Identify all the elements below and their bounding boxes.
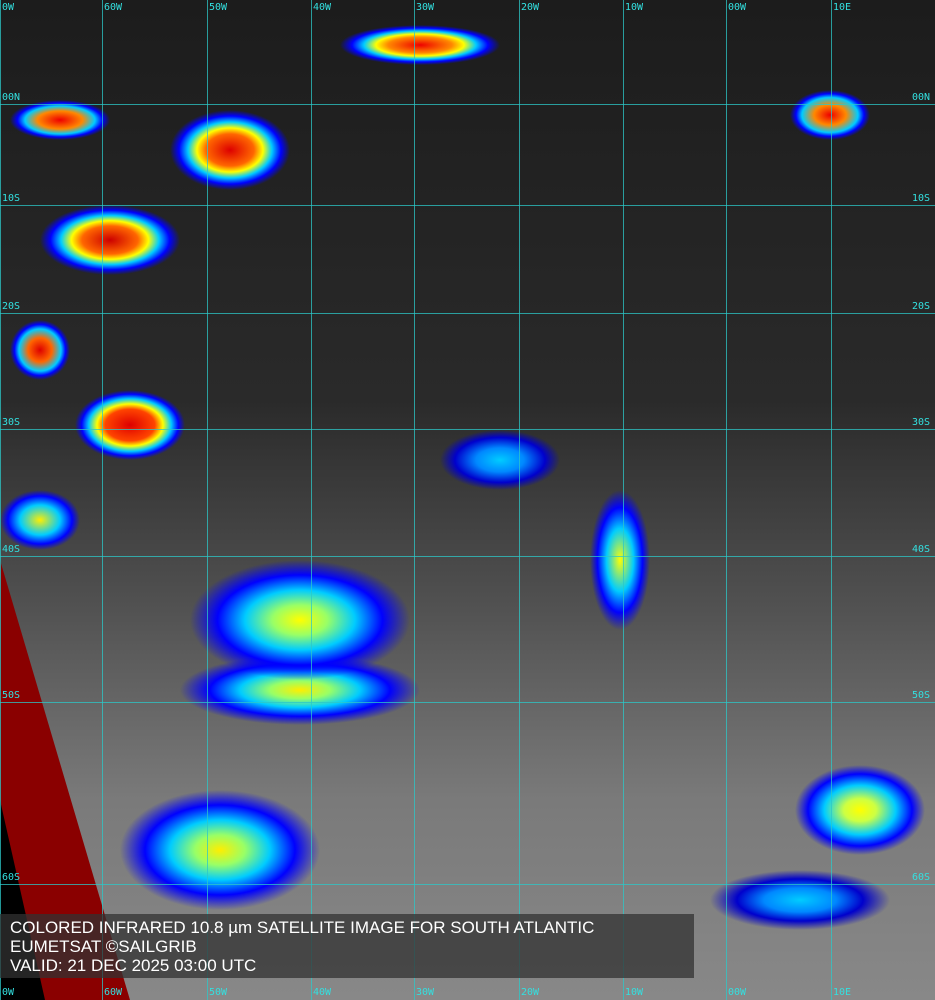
latitude-label-right: 20S (912, 301, 931, 312)
longitude-label-top: 30W (416, 2, 435, 13)
longitude-label-bottom: 00W (728, 987, 747, 998)
longitude-label-top: 00W (728, 2, 747, 13)
longitude-label-bottom: 60W (104, 987, 123, 998)
longitude-label-bottom: 10W (625, 987, 644, 998)
latitude-label-left: 10S (2, 193, 21, 204)
latitude-label-left: 20S (2, 301, 21, 312)
longitude-line (519, 0, 520, 1000)
latitude-label-left: 40S (2, 544, 21, 555)
caption-source: EUMETSAT ©SAILGRIB (10, 937, 197, 956)
longitude-line (414, 0, 415, 1000)
latitude-line (0, 556, 935, 557)
latitude-label-left: 60S (2, 872, 21, 883)
longitude-label-top: 0W (2, 2, 15, 13)
longitude-label-bottom: 10E (833, 987, 852, 998)
longitude-label-bottom: 30W (416, 987, 435, 998)
longitude-label-top: 10E (833, 2, 852, 13)
longitude-line (726, 0, 727, 1000)
longitude-label-bottom: 50W (209, 987, 228, 998)
longitude-label-top: 20W (521, 2, 540, 13)
latitude-label-right: 40S (912, 544, 931, 555)
latitude-line (0, 702, 935, 703)
image-caption: COLORED INFRARED 10.8 µm SATELLITE IMAGE… (0, 914, 694, 978)
longitude-label-top: 60W (104, 2, 123, 13)
longitude-line (0, 0, 1, 1000)
longitude-line (311, 0, 312, 1000)
latitude-label-right: 00N (912, 92, 931, 103)
latitude-label-right: 50S (912, 690, 931, 701)
longitude-line (102, 0, 103, 1000)
longitude-label-top: 40W (313, 2, 332, 13)
latitude-line (0, 313, 935, 314)
latitude-label-left: 30S (2, 417, 21, 428)
latitude-label-right: 60S (912, 872, 931, 883)
longitude-line (623, 0, 624, 1000)
longitude-label-bottom: 40W (313, 987, 332, 998)
longitude-label-bottom: 0W (2, 987, 15, 998)
latitude-label-left: 00N (2, 92, 21, 103)
latitude-line (0, 104, 935, 105)
longitude-label-top: 10W (625, 2, 644, 13)
latitude-line (0, 884, 935, 885)
caption-title: COLORED INFRARED 10.8 µm SATELLITE IMAGE… (10, 918, 595, 937)
longitude-label-top: 50W (209, 2, 228, 13)
latitude-label-right: 30S (912, 417, 931, 428)
latitude-label-left: 50S (2, 690, 21, 701)
caption-valid-time: VALID: 21 DEC 2025 03:00 UTC (10, 956, 257, 975)
longitude-label-bottom: 20W (521, 987, 540, 998)
latitude-label-right: 10S (912, 193, 931, 204)
latitude-line (0, 205, 935, 206)
longitude-line (207, 0, 208, 1000)
latitude-line (0, 429, 935, 430)
longitude-line (831, 0, 832, 1000)
